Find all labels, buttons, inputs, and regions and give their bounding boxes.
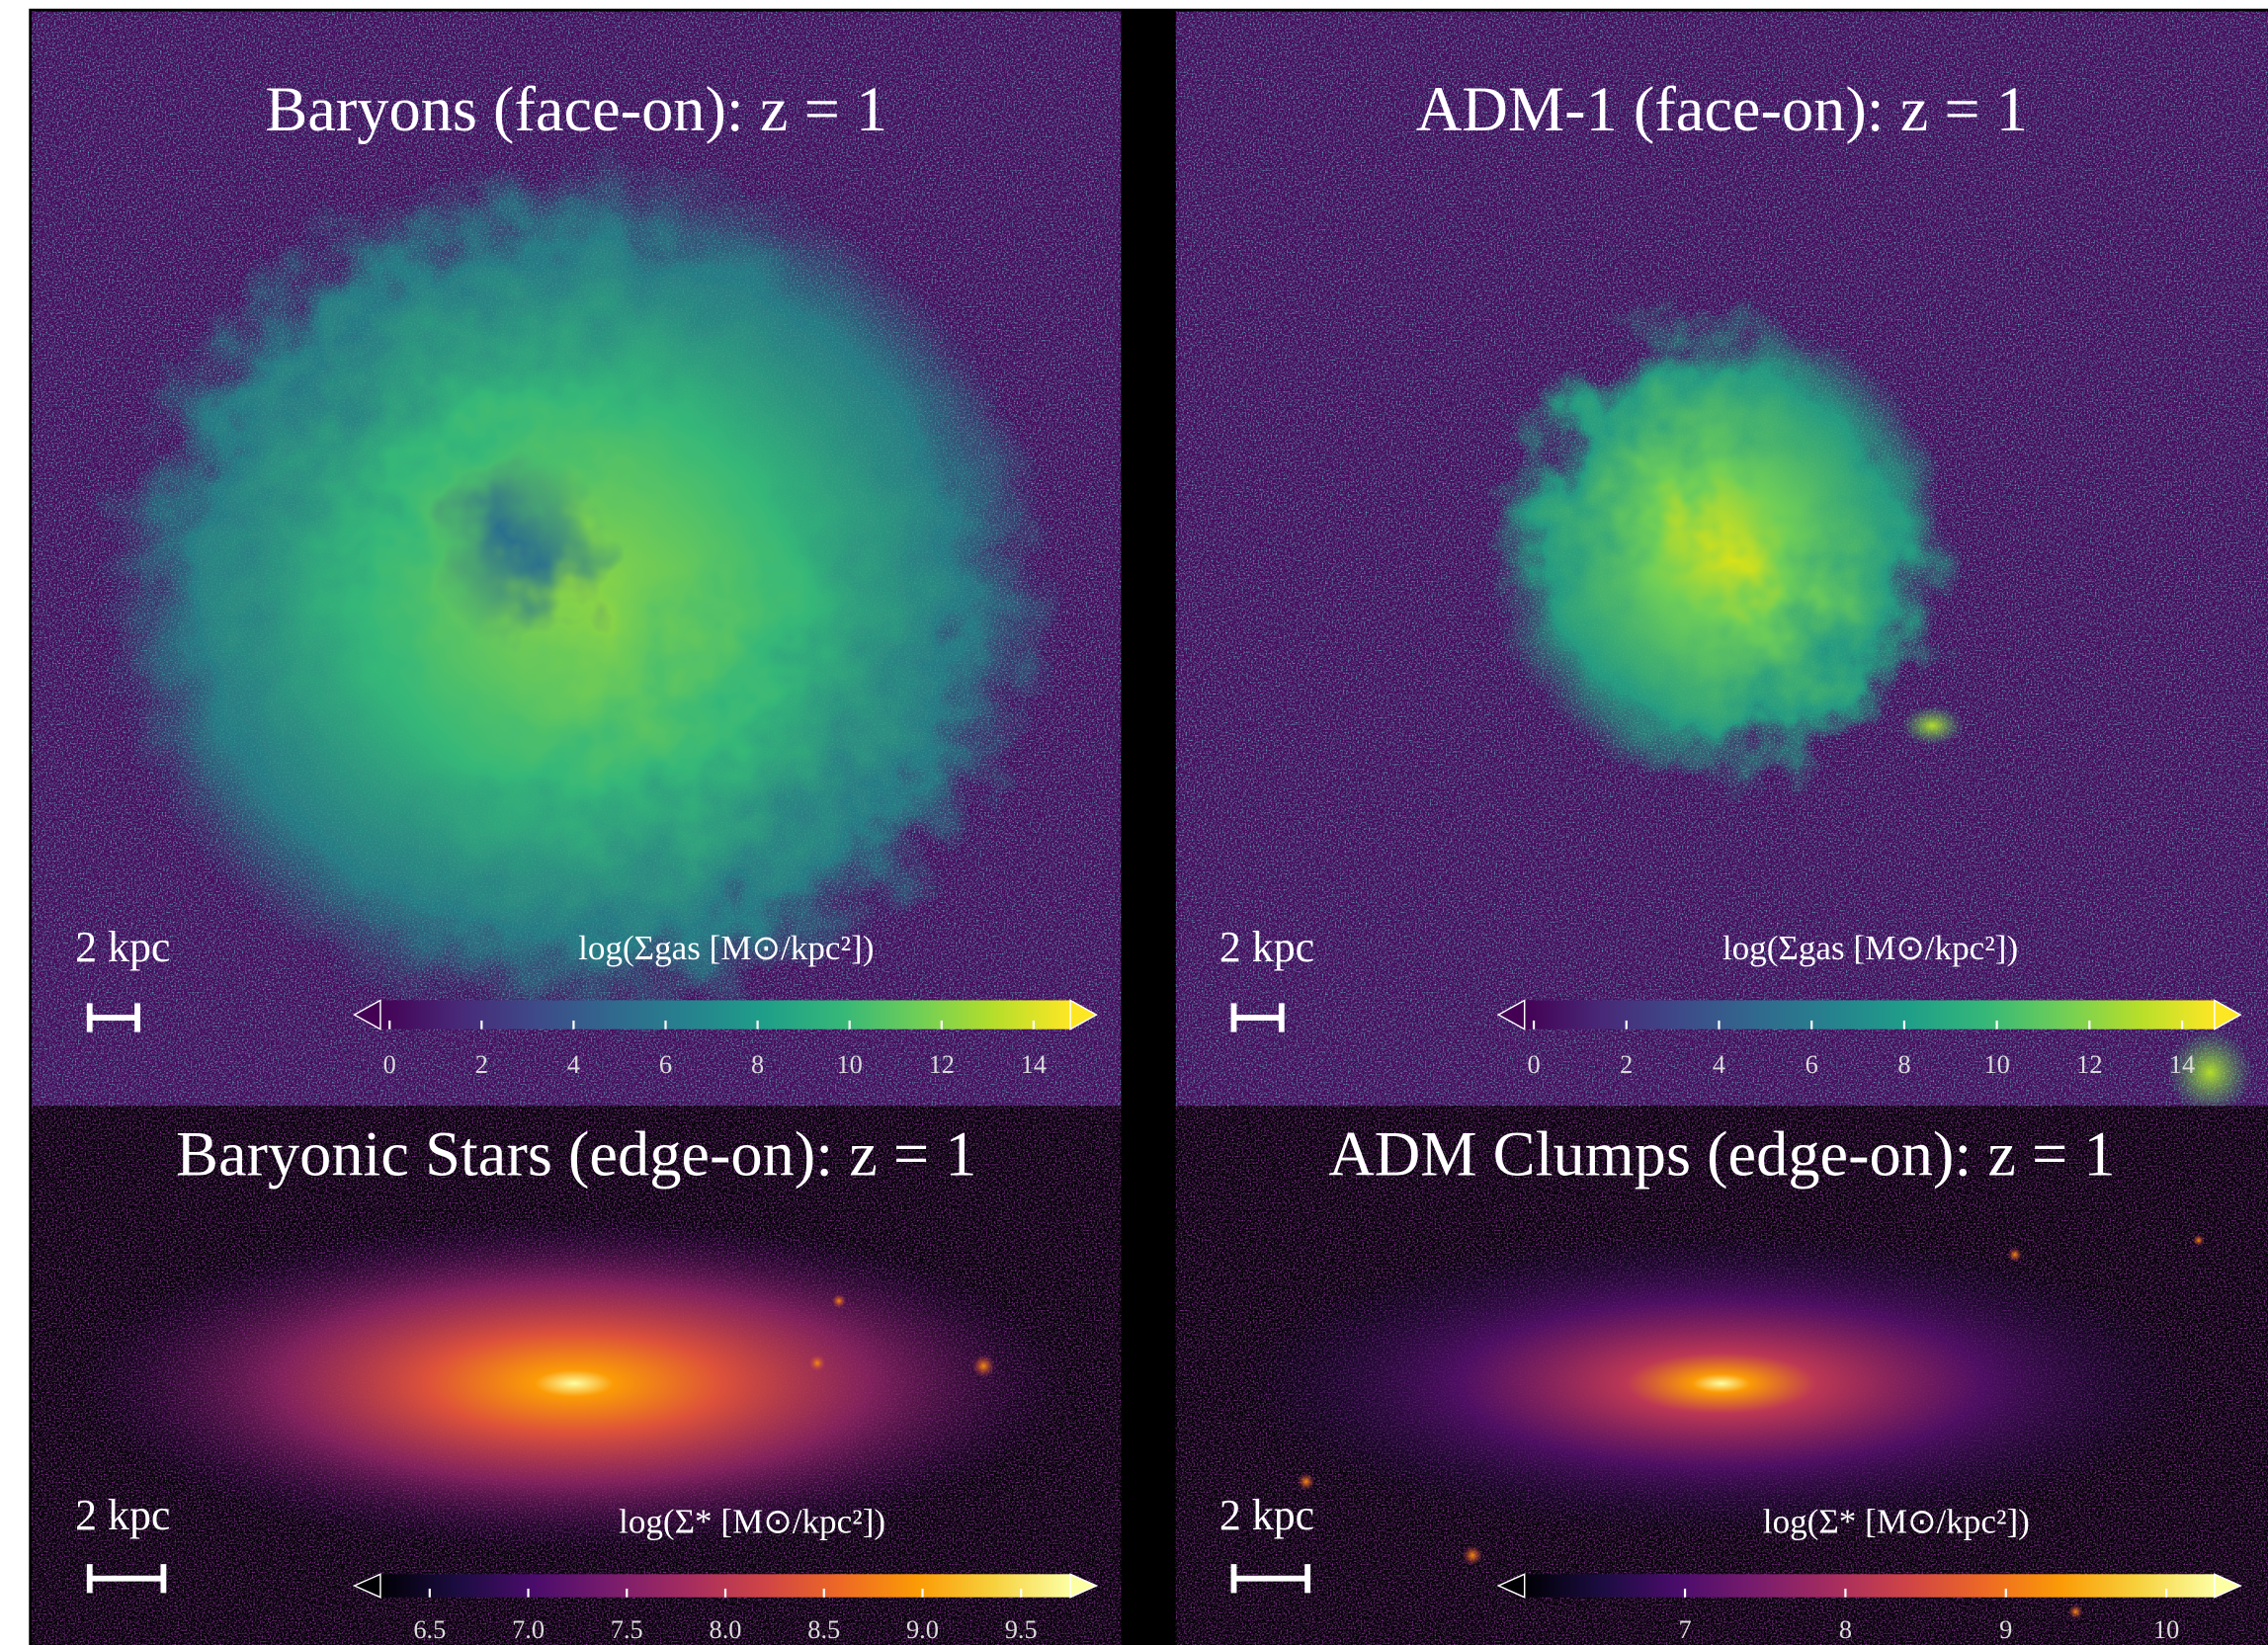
colorbar-tick-label: 9.0 [906,1615,939,1644]
scale-label: 2 kpc [1219,924,1314,971]
panel-title: ADM Clumps (edge-on): z = 1 [1328,1119,2115,1190]
colorbar-tick-label: 4 [1713,1050,1725,1079]
colorbar-tick-label: 14 [2169,1050,2195,1079]
colorbar-tick-label: 9 [1999,1615,2012,1644]
panel-image [32,12,1121,1107]
colorbar-tick-label: 0 [1527,1050,1540,1079]
colorbar-tick-label: 7.0 [512,1615,545,1644]
colorbar-tick-label: 2 [1620,1050,1633,1079]
colorbar-tick-label: 12 [929,1050,955,1079]
colorbar-label: log(Σgas [M⊙/kpc²]) [1722,929,2018,967]
colorbar-tick-label: 6.5 [413,1615,446,1644]
panel-title: Baryons (face-on): z = 1 [265,74,887,144]
colorbar-tick-label: 7.5 [611,1615,643,1644]
colorbar [380,1000,1070,1028]
colorbar-tick-label: 8 [751,1050,764,1079]
colorbar-tick-label: 8 [1839,1615,1852,1644]
colorbar-label: log(Σgas [M⊙/kpc²]) [578,929,874,967]
colorbar-label: log(Σ* [M⊙/kpc²]) [1763,1503,2030,1541]
scale-label: 2 kpc [1219,1492,1314,1539]
colorbar-tick-label: 4 [567,1050,580,1079]
colorbar-tick-label: 10 [837,1050,863,1079]
colorbar [1525,1000,2215,1028]
colorbar-tick-label: 10 [1983,1050,2009,1079]
colorbar-tick-label: 12 [2076,1050,2102,1079]
panel-title: Baryonic Stars (edge-on): z = 1 [176,1119,977,1190]
colorbar-tick-label: 6 [1806,1050,1818,1079]
colorbar-label: log(Σ* [M⊙/kpc²]) [619,1503,885,1541]
colorbar-tick-label: 2 [475,1050,488,1079]
scale-label: 2 kpc [75,924,170,971]
scale-label: 2 kpc [75,1492,170,1539]
colorbar-tick-label: 7 [1678,1615,1691,1644]
figure: Baryons (face-on): z = 1 2 kpc log(Σgas [M… [0,0,2268,1645]
colorbar-tick-label: 6 [659,1050,672,1079]
colorbar-tick-label: 8.5 [807,1615,840,1644]
colorbar [1525,1574,2215,1597]
colorbar-tick-label: 8 [1897,1050,1910,1079]
colorbar-tick-label: 14 [1021,1050,1047,1079]
page: Baryons (face-on): z = 1 2 kpc log(Σgas [M… [0,0,2268,1645]
colorbar-tick-label: 9.5 [1005,1615,1038,1644]
panel-title: ADM-1 (face-on): z = 1 [1416,74,2028,144]
colorbar-tick-label: 0 [383,1050,396,1079]
colorbar-tick-label: 8.0 [710,1615,742,1644]
colorbar-tick-label: 10 [2153,1615,2179,1644]
